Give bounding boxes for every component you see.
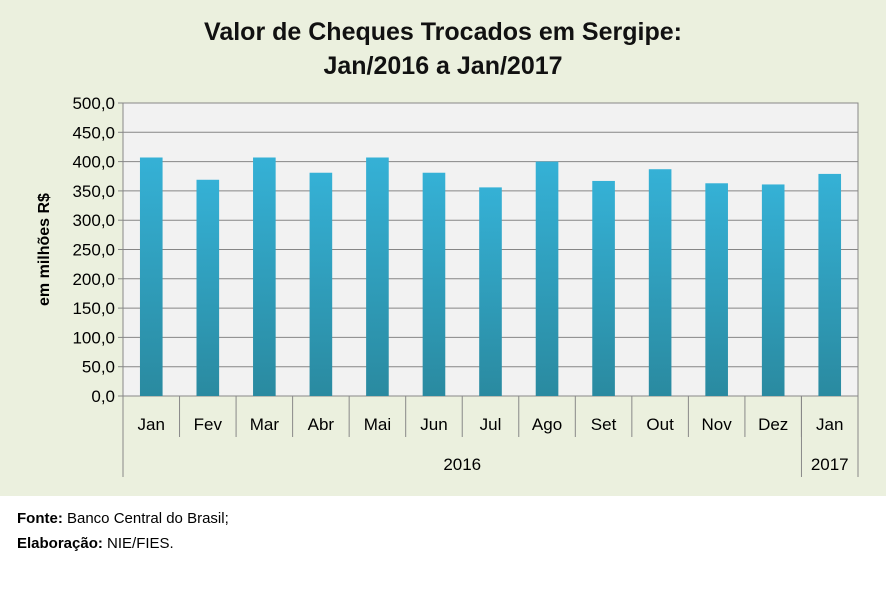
y-tick-label: 50,0 (82, 358, 115, 377)
elaboration-line: Elaboração: NIE/FIES. (17, 535, 174, 552)
x-tick-label: Jun (420, 415, 447, 434)
bar-dez-11 (761, 184, 785, 396)
bar-fev-1 (196, 179, 220, 396)
x-tick-label: Dez (758, 415, 788, 434)
bar-out-9 (648, 169, 672, 396)
elaboration-value: NIE/FIES. (102, 535, 174, 552)
y-tick-label: 250,0 (72, 241, 115, 260)
y-tick-label: 400,0 (72, 153, 115, 172)
y-tick-label: 0,0 (91, 387, 115, 406)
chart-title-line1: Valor de Cheques Trocados em Sergipe: (204, 18, 682, 46)
bar-nov-10 (705, 183, 728, 396)
source-line: Fonte: Banco Central do Brasil; (17, 510, 229, 527)
y-tick-label: 300,0 (72, 211, 115, 230)
x-tick-label: Jul (480, 415, 502, 434)
x-tick-label: Jan (816, 415, 843, 434)
bar-ago-7 (535, 161, 559, 396)
bar-jun-5 (422, 172, 446, 396)
y-tick-label: 150,0 (72, 299, 115, 318)
chart-title-line2: Jan/2016 a Jan/2017 (323, 52, 563, 80)
elaboration-label: Elaboração: (17, 535, 103, 552)
bar-mai-4 (366, 157, 389, 396)
y-tick-label: 500,0 (72, 94, 115, 113)
y-axis-label: em milhões R$ (36, 193, 53, 306)
bar-jan-12 (818, 173, 842, 396)
source-label: Fonte: (17, 510, 63, 527)
x-tick-label: Fev (194, 415, 223, 434)
y-tick-label: 450,0 (72, 123, 115, 142)
x-tick-label: Set (591, 415, 617, 434)
source-value: Banco Central do Brasil; (62, 510, 229, 527)
y-tick-label: 100,0 (72, 328, 115, 347)
y-tick-label: 200,0 (72, 270, 115, 289)
bar-jul-6 (479, 187, 502, 396)
bar-mar-2 (253, 157, 276, 396)
bar-abr-3 (309, 172, 333, 396)
group-label-2017: 2017 (811, 455, 849, 474)
bar-set-8 (592, 180, 615, 396)
x-tick-label: Ago (532, 415, 562, 434)
x-tick-label: Mar (250, 415, 280, 434)
y-tick-label: 350,0 (72, 182, 115, 201)
x-tick-label: Jan (138, 415, 165, 434)
group-label-2016: 2016 (443, 455, 481, 474)
bar-chart: 0,0 50,0 100,0 150,0 200,0 250,0 300,0 350,0 400… (36, 94, 859, 477)
x-tick-label: Out (646, 415, 674, 434)
x-tick-label: Abr (308, 415, 335, 434)
x-tick-label: Mai (364, 415, 391, 434)
bar-jan-0 (139, 157, 163, 396)
x-tick-label: Nov (702, 415, 733, 434)
